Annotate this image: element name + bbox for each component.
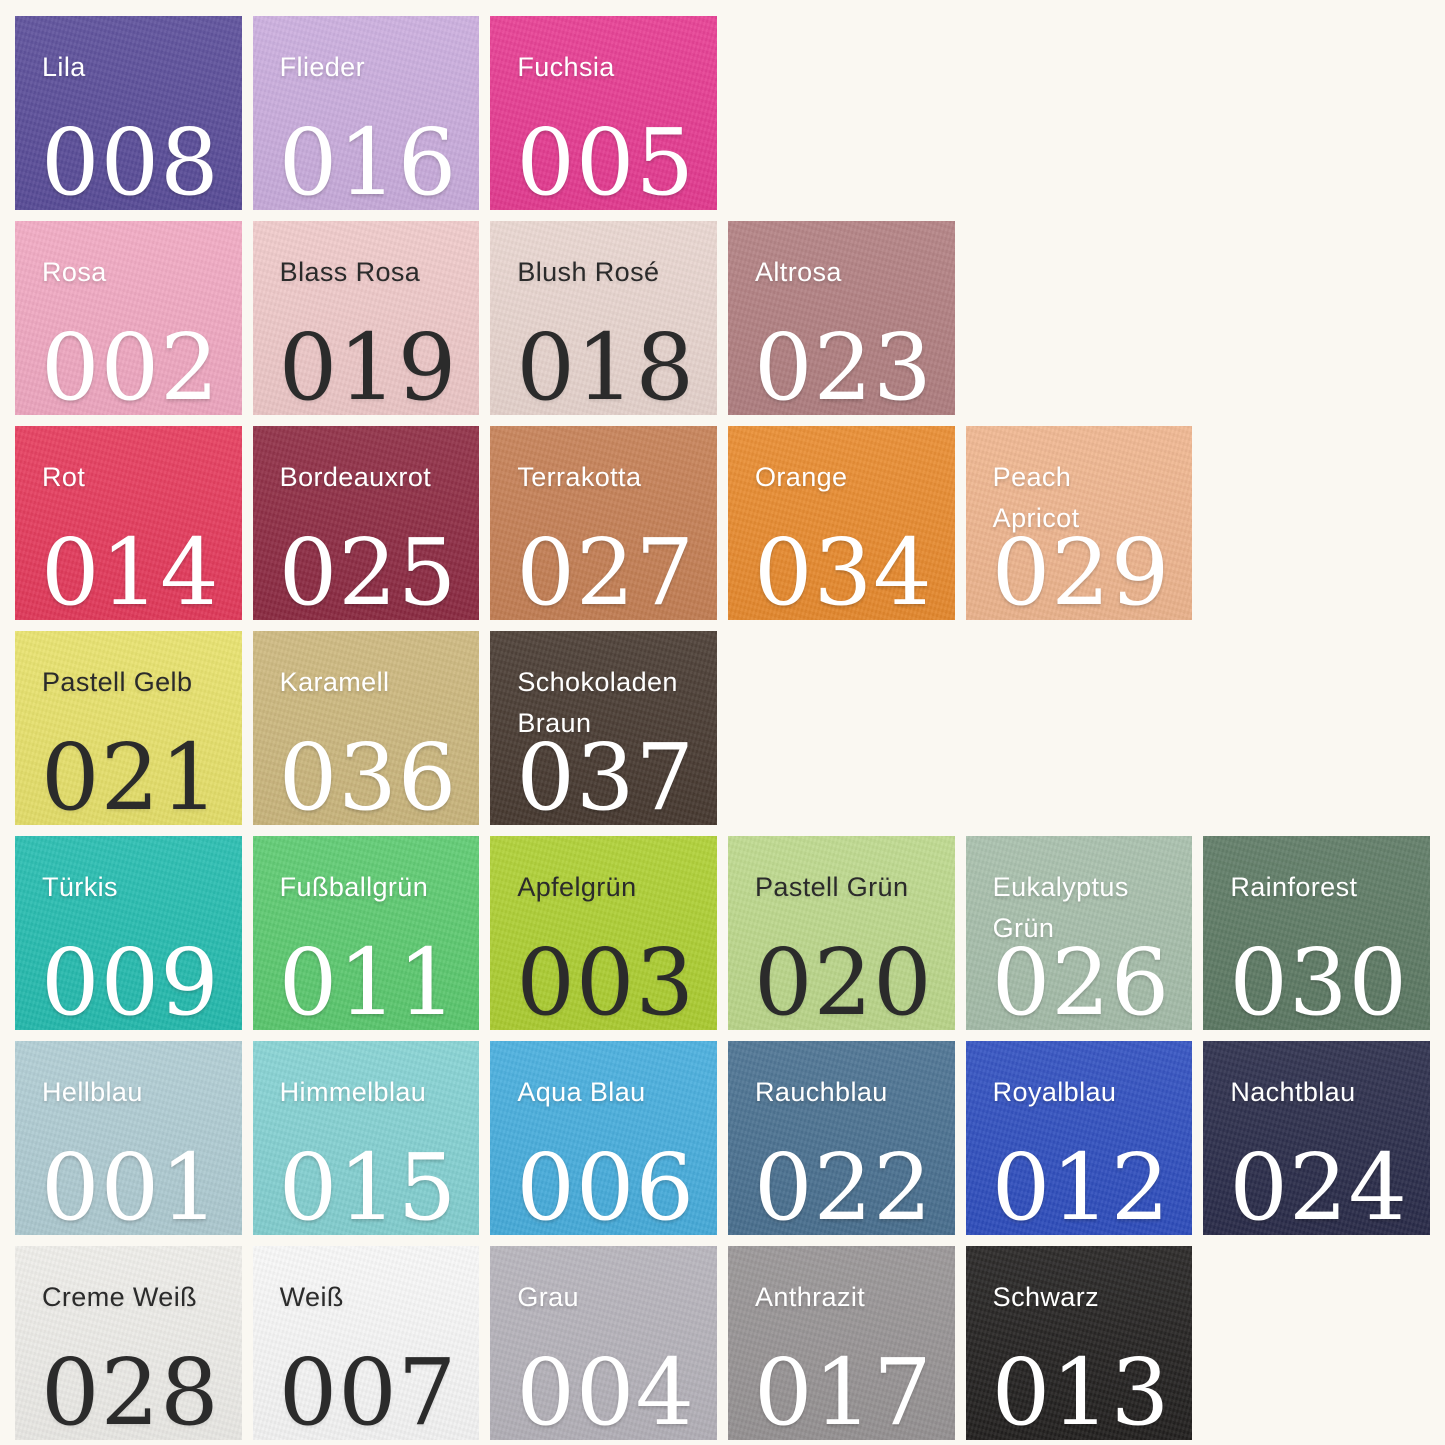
color-number-label: 005 (516, 109, 695, 210)
color-number-label: 019 (278, 314, 458, 415)
color-swatch-fu-ballgr-n: Fußballgrün 011 (252, 836, 480, 1030)
color-name-label: Pastell Grün (755, 872, 909, 902)
color-number-label: 030 (1229, 929, 1408, 1030)
color-swatch-blush-ros: Blush Rosé 018 (490, 221, 717, 415)
color-name-label: Apfelgrün (517, 872, 637, 902)
color-name-label: Aqua Blau (517, 1077, 646, 1107)
color-number-label: 009 (41, 929, 220, 1030)
color-swatch-altrosa: Altrosa 023 (728, 221, 955, 415)
color-swatch-rot: Rot 014 (15, 426, 242, 620)
color-swatch-schwarz: Schwarz 013 (965, 1246, 1193, 1440)
color-swatch-lila: Lila 008 (15, 16, 242, 210)
color-swatch-rainforest: Rainforest 030 (1203, 836, 1430, 1030)
color-swatch-bordeauxrot: Bordeauxrot 025 (252, 426, 480, 620)
color-swatch-schokoladen-braun: Schokoladen Braun 037 (490, 631, 717, 825)
color-swatch-t-rkis: Türkis 009 (15, 836, 242, 1030)
color-number-label: 006 (516, 1134, 695, 1235)
color-swatch-terrakotta: Terrakotta 027 (490, 426, 717, 620)
color-name-label: Eukalyptus Grün (992, 872, 1129, 943)
color-name-label: Himmelblau (279, 1077, 427, 1107)
color-name-label: Creme Weiß (42, 1282, 198, 1312)
color-swatch-peach-apricot: Peach Apricot 029 (965, 426, 1193, 620)
color-name-label: Altrosa (755, 257, 842, 287)
color-swatch-apfelgr-n: Apfelgrün 003 (490, 836, 717, 1030)
color-name-label: Karamell (279, 667, 390, 697)
color-name-label: Weiß (279, 1282, 344, 1312)
color-number-label: 029 (991, 519, 1171, 620)
color-name-label: Rot (42, 462, 86, 492)
color-name-label: Pastell Gelb (42, 667, 193, 697)
color-number-label: 023 (754, 314, 933, 415)
color-number-label: 011 (278, 929, 458, 1030)
color-swatch-himmelblau: Himmelblau 015 (252, 1041, 480, 1235)
color-name-label: Orange (755, 462, 848, 492)
color-number-label: 008 (41, 109, 220, 210)
color-swatch-grau: Grau 004 (490, 1246, 717, 1440)
color-swatch-orange: Orange 034 (728, 426, 955, 620)
color-swatch-pastell-gelb: Pastell Gelb 021 (15, 631, 242, 825)
color-name-label: Blass Rosa (279, 257, 421, 287)
color-swatch-eukalyptus-gr-n: Eukalyptus Grün 026 (965, 836, 1193, 1030)
color-swatch-blass-rosa: Blass Rosa 019 (252, 221, 480, 415)
color-swatch-rauchblau: Rauchblau 022 (728, 1041, 955, 1235)
color-number-label: 022 (754, 1134, 933, 1235)
color-swatch-hellblau: Hellblau 001 (15, 1041, 242, 1235)
color-number-label: 021 (41, 724, 220, 825)
color-name-label: Schokoladen Braun (517, 667, 678, 738)
color-name-label: Rauchblau (755, 1077, 888, 1107)
color-number-label: 017 (754, 1339, 933, 1440)
color-swatch-wei: Weiß 007 (252, 1246, 480, 1440)
color-name-label: Fußballgrün (279, 872, 429, 902)
color-name-label: Fuchsia (517, 52, 615, 82)
color-number-label: 036 (278, 724, 458, 825)
color-number-label: 004 (516, 1339, 695, 1440)
color-swatch-anthrazit: Anthrazit 017 (728, 1246, 955, 1440)
color-name-label: Rosa (42, 257, 107, 287)
color-swatch-royalblau: Royalblau 012 (965, 1041, 1193, 1235)
color-number-label: 003 (516, 929, 695, 1030)
color-swatch-flieder: Flieder 016 (252, 16, 480, 210)
color-swatch-aqua-blau: Aqua Blau 006 (490, 1041, 717, 1235)
color-number-label: 024 (1229, 1134, 1408, 1235)
color-number-label: 001 (41, 1134, 220, 1235)
color-swatch-rosa: Rosa 002 (15, 221, 242, 415)
color-number-label: 025 (278, 519, 458, 620)
color-swatch-pastell-gr-n: Pastell Grün 020 (728, 836, 955, 1030)
color-number-label: 014 (41, 519, 220, 620)
color-swatch-nachtblau: Nachtblau 024 (1203, 1041, 1430, 1235)
color-number-label: 012 (991, 1134, 1171, 1235)
color-name-label: Anthrazit (755, 1282, 866, 1312)
color-number-label: 018 (516, 314, 695, 415)
color-number-label: 028 (41, 1339, 220, 1440)
color-name-label: Terrakotta (517, 462, 642, 492)
color-name-label: Blush Rosé (517, 257, 660, 287)
color-number-label: 016 (278, 109, 458, 210)
color-name-label: Lila (42, 52, 86, 82)
color-swatch-karamell: Karamell 036 (252, 631, 480, 825)
color-name-label: Peach Apricot (992, 462, 1080, 533)
color-swatch-creme-wei: Creme Weiß 028 (15, 1246, 242, 1440)
color-swatch-fuchsia: Fuchsia 005 (490, 16, 717, 210)
color-name-label: Hellblau (42, 1077, 143, 1107)
color-number-label: 026 (991, 929, 1171, 1030)
color-number-label: 027 (516, 519, 695, 620)
color-name-label: Nachtblau (1230, 1077, 1356, 1107)
color-number-label: 020 (754, 929, 933, 1030)
color-number-label: 013 (991, 1339, 1171, 1440)
color-name-label: Schwarz (992, 1282, 1099, 1312)
color-number-label: 002 (41, 314, 220, 415)
color-number-label: 034 (754, 519, 933, 620)
color-name-label: Grau (517, 1282, 579, 1312)
color-name-label: Flieder (279, 52, 365, 82)
color-name-label: Royalblau (992, 1077, 1117, 1107)
color-name-label: Bordeauxrot (279, 462, 432, 492)
color-number-label: 015 (278, 1134, 458, 1235)
color-number-label: 007 (278, 1339, 458, 1440)
color-name-label: Türkis (42, 872, 118, 902)
color-number-label: 037 (516, 724, 695, 825)
color-name-label: Rainforest (1230, 872, 1358, 902)
